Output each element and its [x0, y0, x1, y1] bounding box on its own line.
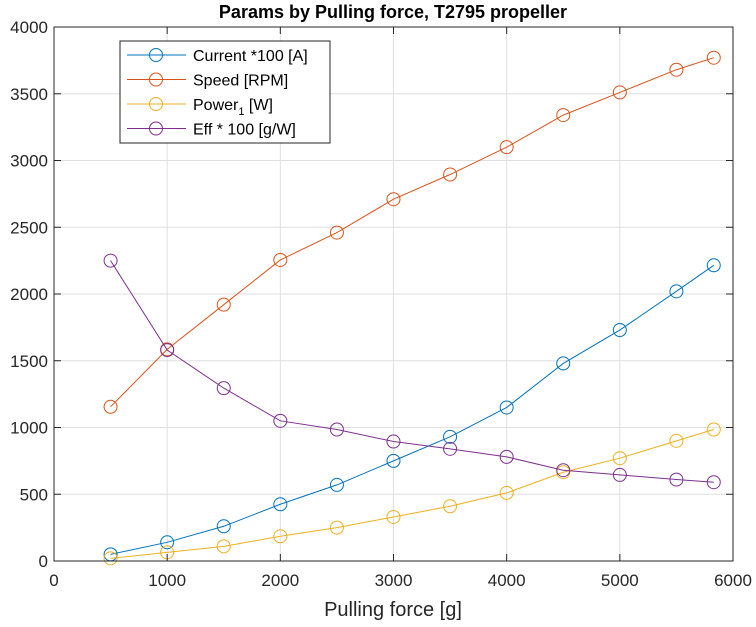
- data-point: [216, 381, 231, 396]
- data-point: [386, 192, 401, 207]
- data-point: [556, 463, 571, 478]
- data-point: [669, 433, 684, 448]
- y-tick-label: 3500: [10, 85, 48, 104]
- x-tick-label: 2000: [261, 571, 299, 590]
- series-3: [103, 253, 721, 490]
- data-point: [273, 252, 288, 267]
- y-tick-label: 2500: [10, 218, 48, 237]
- data-point: [612, 323, 627, 338]
- data-point: [273, 529, 288, 544]
- legend-marker: [149, 48, 163, 62]
- series-1: [103, 50, 721, 414]
- y-tick-label: 2000: [10, 285, 48, 304]
- plot-series: [103, 50, 721, 566]
- legend-item: Power1 [W]: [127, 97, 273, 118]
- data-point: [103, 551, 118, 566]
- legend-marker: [149, 121, 163, 136]
- data-point: [443, 441, 458, 456]
- y-tick-label: 500: [20, 485, 48, 504]
- data-point: [706, 258, 721, 273]
- legend-item: Speed [RPM]: [127, 72, 288, 90]
- data-point: [216, 519, 231, 534]
- data-point: [612, 467, 627, 482]
- data-point: [329, 422, 344, 437]
- legend-item: Current *100 [A]: [127, 48, 308, 65]
- legend-label: Eff * 100 [g/W]: [193, 122, 296, 139]
- y-tick-label: 1500: [10, 352, 48, 371]
- data-point: [669, 284, 684, 299]
- x-tick-label: 1000: [148, 571, 186, 590]
- data-point: [556, 356, 571, 371]
- legend: Current *100 [A] Speed [RPM] Power1 [W] Eff…: [119, 40, 331, 144]
- data-point: [443, 167, 458, 182]
- series-line: [110, 57, 714, 408]
- data-point: [556, 108, 571, 123]
- data-point: [612, 451, 627, 466]
- data-point: [443, 499, 458, 514]
- data-point: [669, 62, 684, 77]
- axes: 0 1000 2000 3000 4000 5000 6000 0 500 1000 1500 200…: [10, 18, 752, 590]
- series-line: [110, 429, 714, 559]
- data-point: [499, 449, 514, 464]
- data-point: [669, 472, 684, 487]
- data-point: [329, 520, 344, 535]
- data-point: [706, 50, 721, 65]
- data-point: [216, 297, 231, 312]
- data-point: [499, 400, 514, 415]
- data-point: [160, 343, 175, 358]
- x-axis-label: Pulling force [g]: [324, 599, 462, 621]
- legend-marker: [149, 72, 163, 87]
- data-point: [499, 140, 514, 155]
- x-tick-label: 4000: [488, 571, 526, 590]
- data-point: [386, 509, 401, 524]
- y-tick-label: 1000: [10, 419, 48, 438]
- data-point: [273, 497, 288, 512]
- x-tick-label: 5000: [601, 571, 639, 590]
- legend-marker: [149, 97, 163, 111]
- data-point: [273, 413, 288, 428]
- legend-label: Speed [RPM]: [193, 73, 288, 90]
- series-0: [103, 258, 721, 562]
- x-tick-label: 6000: [714, 571, 752, 590]
- data-point: [386, 453, 401, 468]
- data-point: [329, 225, 344, 240]
- legend-label: Current *100 [A]: [193, 48, 308, 65]
- data-point: [103, 253, 118, 268]
- data-point: [386, 434, 401, 449]
- data-point: [103, 399, 118, 414]
- data-point: [706, 422, 721, 437]
- legend-item: Eff * 100 [g/W]: [127, 121, 296, 139]
- series-line: [110, 264, 715, 555]
- data-point: [329, 477, 344, 492]
- legend-box: [119, 40, 331, 144]
- x-tick-label: 3000: [375, 571, 413, 590]
- data-point: [612, 85, 627, 100]
- chart-title: Params by Pulling force, T2795 propeller: [219, 2, 567, 22]
- legend-label: Power1 [W]: [193, 97, 273, 118]
- data-point: [706, 475, 721, 490]
- data-point: [499, 485, 514, 500]
- data-point: [216, 539, 231, 554]
- y-tick-label: 3000: [10, 152, 48, 171]
- series-line: [110, 260, 714, 483]
- y-tick-label: 0: [39, 552, 48, 571]
- data-point: [443, 429, 458, 444]
- data-point: [160, 535, 175, 550]
- x-tick-label: 0: [49, 571, 58, 590]
- y-tick-label: 4000: [10, 18, 48, 37]
